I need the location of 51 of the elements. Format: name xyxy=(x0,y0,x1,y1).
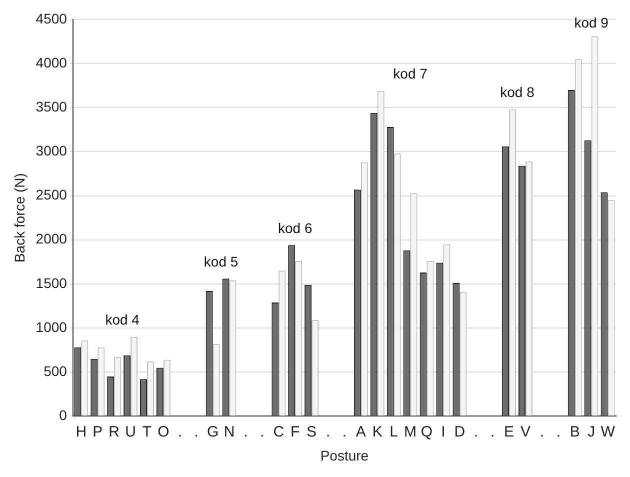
annotation: kod 5 xyxy=(204,254,238,270)
x-tick-label: V xyxy=(520,423,530,440)
x-tick-label: . xyxy=(244,423,248,440)
x-tick-label: M xyxy=(404,423,417,440)
x-tick-label: . xyxy=(490,423,495,440)
y-tick-label: 2500 xyxy=(36,186,68,203)
y-tick-label: 0 xyxy=(59,407,68,424)
x-tick-label: W xyxy=(600,423,616,440)
y-tick-label: 1000 xyxy=(36,318,68,335)
x-tick-label: S xyxy=(306,423,317,440)
x-tick-label: H xyxy=(76,423,87,440)
y-tick-label: 1500 xyxy=(36,274,68,291)
x-tick-label: F xyxy=(290,423,300,440)
x-tick-label: . xyxy=(540,423,544,440)
x-tick-label: A xyxy=(356,423,366,440)
annotation: kod 7 xyxy=(393,66,428,82)
y-tick-label: 2000 xyxy=(36,230,68,247)
x-tick-label: L xyxy=(390,423,398,440)
x-tick-label: E xyxy=(504,423,514,440)
y-tick-label: 3500 xyxy=(36,98,68,114)
y-tick-label: 4000 xyxy=(36,54,68,70)
x-tick-label: . xyxy=(260,423,264,440)
x-tick-label: R xyxy=(108,423,120,440)
x-tick-label: . xyxy=(194,423,198,440)
y-axis-title: Back force (N) xyxy=(11,173,28,263)
x-tick-label: . xyxy=(178,423,182,440)
x-tick-label: J xyxy=(588,423,596,440)
x-tick-label: C xyxy=(273,423,284,440)
x-tick-label: N xyxy=(224,423,235,440)
annotation: kod 6 xyxy=(278,220,312,236)
x-axis-title: Posture xyxy=(320,447,369,464)
annotation: kod 9 xyxy=(574,14,609,30)
x-tick-label: T xyxy=(142,423,152,440)
x-tick-label: G xyxy=(206,423,219,440)
x-tick-label: K xyxy=(372,423,382,440)
x-tick-label: . xyxy=(474,423,478,440)
x-tick-label: P xyxy=(92,423,103,440)
x-tick-label: Q xyxy=(420,423,433,440)
x-tick-label: . xyxy=(342,423,347,440)
x-tick-label: D xyxy=(454,423,466,440)
x-tick-label: U xyxy=(125,423,136,440)
y-tick-label: 500 xyxy=(44,362,68,379)
x-tick-label: . xyxy=(326,423,330,440)
x-tick-label: B xyxy=(570,423,580,440)
annotation: kod 8 xyxy=(500,84,535,100)
y-tick-label: 4500 xyxy=(36,10,68,26)
x-tick-label: O xyxy=(158,423,170,440)
y-tick-label: 3000 xyxy=(36,142,68,159)
x-tick-label: I xyxy=(441,423,446,440)
x-tick-label: . xyxy=(556,423,560,440)
annotation: kod 4 xyxy=(105,312,140,328)
